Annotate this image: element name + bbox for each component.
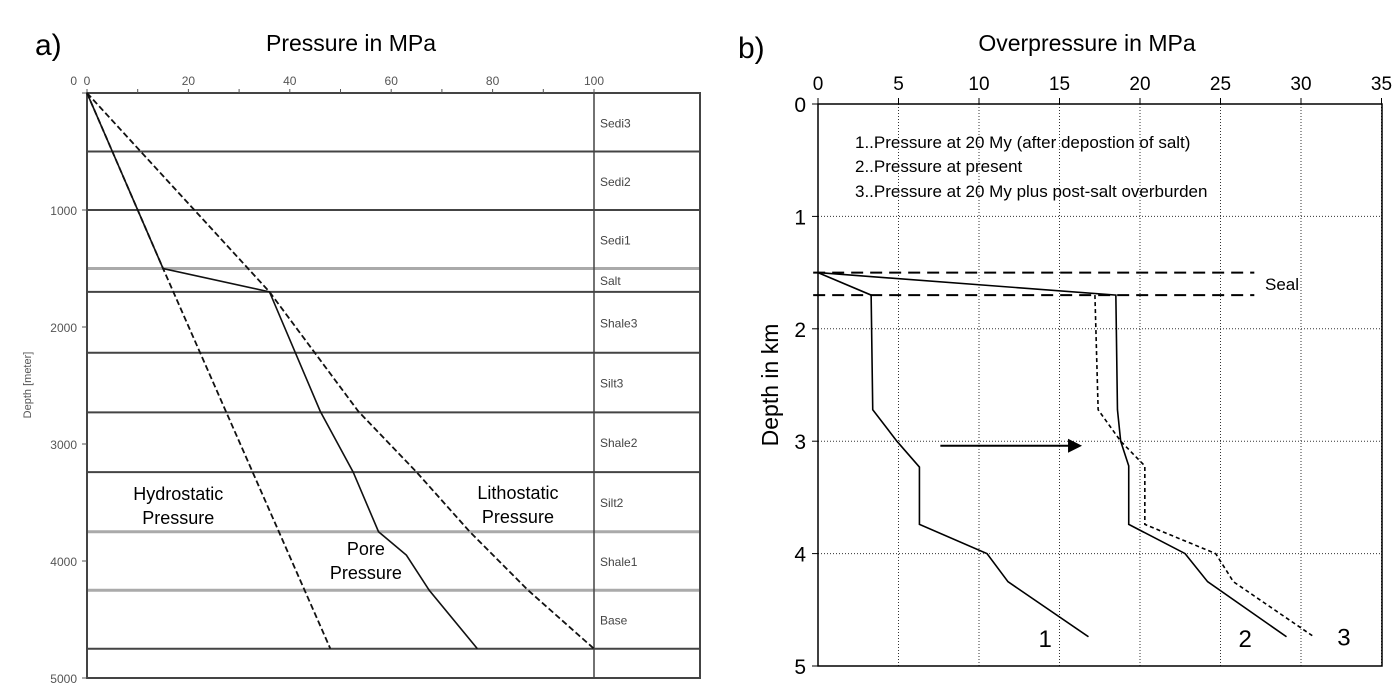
y-tick-label: 2000 — [50, 321, 77, 335]
y-tick-label: 5 — [794, 656, 806, 679]
curve-annotation: Hydrostatic — [133, 484, 223, 504]
curve-annotation: Pore — [347, 539, 385, 559]
panel-b-title: Overpressure in MPa — [978, 30, 1196, 56]
curve-annotation: Lithostatic — [477, 483, 558, 503]
series-line-pore-pressure — [86, 92, 479, 650]
y-tick-label: 5000 — [50, 672, 77, 686]
y-tick-label: 1 — [794, 206, 806, 229]
y-tick-label: 0 — [70, 74, 77, 88]
y-tick-label: 0 — [794, 94, 806, 117]
x-tick-label: 35 — [1371, 74, 1392, 95]
series-label-3: 3 — [1337, 625, 1350, 652]
x-tick-label: 15 — [1049, 74, 1070, 95]
x-tick-label: 100 — [584, 74, 604, 88]
curve-annotation: Pressure — [142, 508, 214, 528]
panel-b-frame — [817, 103, 1383, 667]
series-label-2: 2 — [1239, 626, 1252, 653]
panel-a-frame — [86, 92, 701, 679]
curve-annotation: Pressure — [482, 507, 554, 527]
x-tick-label: 80 — [486, 74, 500, 88]
curve-annotation: Pressure — [330, 563, 402, 583]
y-tick-label: 3 — [794, 431, 806, 454]
y-tick-label: 4 — [794, 544, 806, 567]
legend-line-3: 3..Pressure at 20 My plus post-salt over… — [855, 182, 1207, 201]
y-tick-label: 1000 — [50, 204, 77, 218]
x-tick-label: 40 — [283, 74, 297, 88]
x-tick-label: 60 — [385, 74, 399, 88]
y-tick-label: 3000 — [50, 438, 77, 452]
layer-label-shale3: Shale3 — [600, 316, 638, 330]
y-tick-label: 4000 — [50, 555, 77, 569]
legend-line-2: 2..Pressure at present — [855, 157, 1023, 176]
panel-a-title: Pressure in MPa — [266, 30, 436, 56]
series-line-2 — [817, 271, 1287, 638]
layer-label-shale2: Shale2 — [600, 436, 638, 450]
panel-a-ylabel: Depth [meter] — [22, 352, 34, 419]
x-tick-label: 5 — [893, 74, 904, 95]
layer-label-shale1: Shale1 — [600, 555, 638, 569]
panel-b-label: b) — [738, 32, 765, 65]
y-tick-label: 2 — [794, 319, 806, 342]
x-tick-label: 25 — [1210, 74, 1231, 95]
layer-label-sedi3: Sedi3 — [600, 116, 631, 130]
x-tick-label: 20 — [182, 74, 196, 88]
legend-line-1: 1..Pressure at 20 My (after depostion of… — [855, 133, 1190, 152]
x-tick-label: 10 — [968, 74, 989, 95]
panel-b-ylabel: Depth in km — [757, 324, 783, 447]
panel-a-label: a) — [35, 29, 62, 62]
series-line-1 — [817, 271, 1089, 638]
layer-label-base: Base — [600, 614, 628, 628]
x-tick-label: 0 — [813, 74, 824, 95]
layer-label-silt2: Silt2 — [600, 496, 624, 510]
x-tick-label: 0 — [84, 74, 91, 88]
layer-label-sedi2: Sedi2 — [600, 175, 631, 189]
series-line-3 — [1094, 295, 1313, 637]
layer-label-sedi1: Sedi1 — [600, 233, 631, 247]
layer-label-silt3: Silt3 — [600, 377, 624, 391]
x-tick-label: 30 — [1290, 74, 1311, 95]
seal-label: Seal — [1265, 275, 1299, 294]
x-tick-label: 20 — [1129, 74, 1150, 95]
series-label-1: 1 — [1038, 626, 1051, 653]
arrow-right-icon — [1068, 438, 1083, 453]
layer-label-salt: Salt — [600, 274, 621, 288]
